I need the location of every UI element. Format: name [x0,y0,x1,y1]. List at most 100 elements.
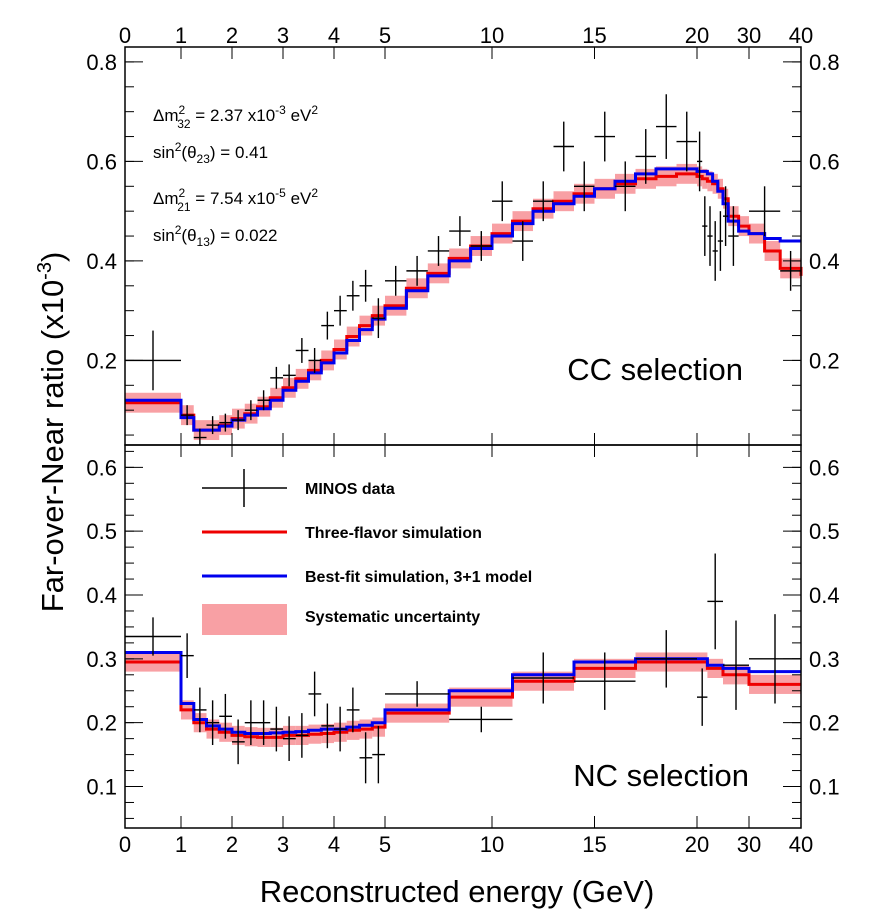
cc-data-point [697,131,703,192]
nc-data-point [244,700,258,746]
nc-data-point [635,630,697,688]
nc-ytick-label-right: 0.4 [809,583,840,608]
nc-data-point [283,716,296,761]
cc-ytick-label-right: 0.8 [809,50,840,75]
nc-data-point [359,732,373,784]
x-tick-label-top: 3 [277,23,289,48]
cc-ytick-label-right: 0.6 [809,149,840,174]
nc-data-point [707,553,723,650]
oscillation-parameters: Δm2 32 = 2.37 x10-3 eV2 sin2(θ23) = 0.41 … [153,103,318,249]
nc-panel: 0.1 0.1 0.2 0.2 0.3 0.3 0.4 0.4 0.5 0.5 0.6 0.6 [86,450,840,819]
legend-data-label: MINOS data [305,481,395,498]
cc-ytick-label: 0.4 [86,249,117,274]
x-axis-ticks: 0 0 1 1 2 2 3 3 4 4 5 5 10 10 15 15 20 20 30 30 40 40 [119,23,813,857]
cc-data-point [676,111,697,172]
cc-data-point [717,211,723,271]
nc-ytick-label-right: 0.6 [809,455,840,480]
cc-data-point [232,410,245,431]
axes-frames [124,46,802,829]
nc-ytick-label-right: 0.1 [809,775,840,800]
nc-data-point [372,725,385,784]
cc-data-point [553,121,574,172]
legend-item-three-flavor: Three-flavor simulation [202,525,482,542]
x-tick-label-top: 40 [789,23,813,48]
nc-selection-label: NC selection [573,758,749,793]
cc-data-point [656,94,677,159]
cc-data-point [385,265,407,296]
dm21-parameter: Δm2 21 = 7.54 x10-5 eV2 [153,186,318,214]
nc-ytick-label: 0.4 [86,583,117,608]
cc-data-point [594,111,615,162]
x-tick-label-top: 5 [379,23,391,48]
legend-three-flavor-label: Three-flavor simulation [305,525,482,542]
x-tick-label-bottom: 4 [328,832,340,857]
x-tick-label-top: 0 [119,23,131,48]
x-tick-label-top: 2 [226,23,238,48]
x-tick-label-bottom: 2 [226,832,238,857]
nc-ytick-label: 0.5 [86,519,117,544]
nc-data-point [295,713,309,758]
cc-data-point [359,269,373,302]
nc-ytick-label: 0.1 [86,775,117,800]
nc-data-point [219,693,232,739]
cc-data-point [512,221,533,261]
x-tick-label-bottom: 3 [277,832,289,857]
cc-data-point [346,280,360,311]
nc-data-point [723,620,749,710]
nc-ytick-label: 0.6 [86,455,117,480]
nc-frame [124,444,802,829]
cc-data-point [244,400,258,421]
x-tick-label-bottom: 10 [480,832,504,857]
legend-systematic-swatch [202,604,287,635]
cc-data-point [723,186,729,246]
nc-data-point [449,706,513,733]
legend-item-data: MINOS data [202,469,395,507]
sin2-theta13-parameter: sin2(θ13) = 0.022 [153,223,277,249]
y-axis-title: Far-over-Near ratio (x10-3) [34,252,70,613]
x-tick-label-top: 1 [175,23,187,48]
cc-data-point [308,347,322,373]
sin2-theta23-parameter: sin2(θ23) = 0.41 [153,140,268,166]
cc-selection-label: CC selection [567,352,743,387]
x-tick-label-top: 20 [685,23,709,48]
cc-data-point [270,366,283,389]
cc-data-point [181,405,194,426]
x-tick-label-top: 4 [328,23,340,48]
nc-data-point [385,681,450,707]
nc-data-point [346,687,360,733]
x-tick-label-top: 10 [480,23,504,48]
cc-data-point [749,186,781,237]
cc-data-point [574,161,595,212]
nc-ytick-label-right: 0.5 [809,519,840,544]
nc-data-point [193,687,207,733]
cc-data-point [492,181,513,222]
nc-data-point [334,706,347,752]
cc-data-point [615,161,636,212]
cc-data-point [295,338,309,363]
cc-data-point [406,255,428,286]
cc-data-point [257,390,271,411]
cc-ytick-label-right: 0.2 [809,348,840,373]
cc-data-point [427,236,450,266]
nc-ytick-label: 0.3 [86,647,117,672]
cc-data-point [206,416,220,435]
cc-ytick-label: 0.8 [86,50,117,75]
cc-data-point [449,216,471,246]
nc-data-point [125,617,181,656]
legend: MINOS data Three-flavor simulation Best-… [202,469,532,635]
cc-best-fit-line [125,167,801,432]
nc-data-point [206,700,220,746]
cc-data-point [321,311,334,340]
nc-data-point [270,706,283,752]
cc-data-point [283,364,296,387]
cc-data-point [334,295,347,326]
x-tick-label-bottom: 30 [737,832,761,857]
cc-ytick-label: 0.6 [86,149,117,174]
nc-data-point [574,652,636,710]
legend-item-systematic: Systematic uncertainty [202,604,480,635]
nc-data-point [308,671,322,717]
cc-data-point [702,196,708,256]
x-tick-label-bottom: 40 [789,832,813,857]
cc-data-point [219,413,232,432]
